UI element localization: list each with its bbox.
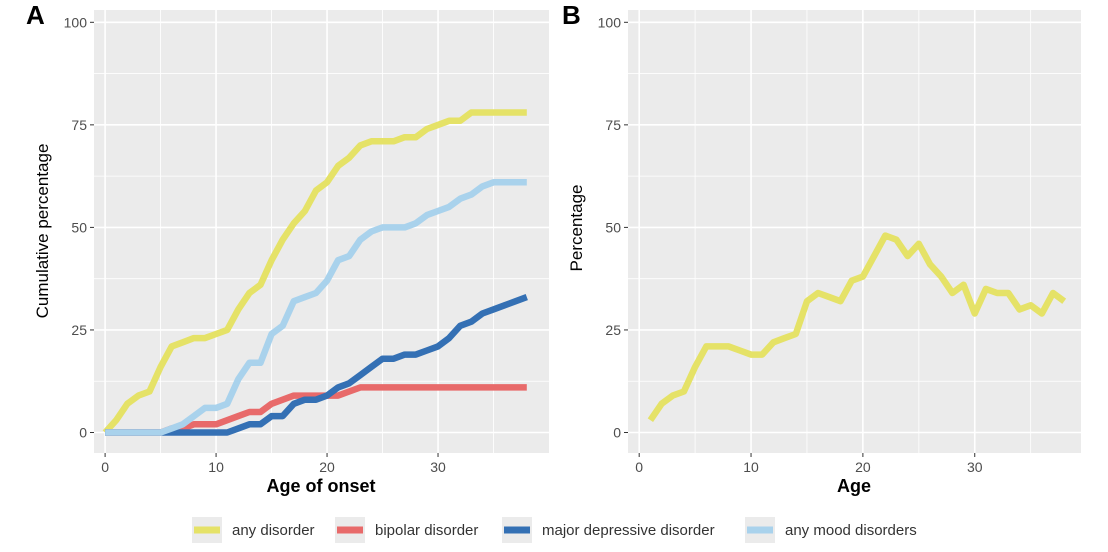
- panel-b-series: [647, 232, 1067, 423]
- x-tick-label: 30: [967, 459, 983, 475]
- panel-b: B 0 25 50 75 100 0 10 20 30 Age Percentage: [562, 0, 1081, 496]
- y-tick-label: 0: [613, 424, 621, 440]
- y-tick-label: 75: [605, 117, 621, 133]
- panel-b-axes: 0 25 50 75 100 0 10 20 30: [598, 14, 983, 475]
- x-tick-label: 0: [635, 459, 643, 475]
- x-tick-label: 0: [101, 459, 109, 475]
- y-tick-label: 50: [71, 219, 87, 235]
- panel-a-x-axis-title: Age of onset: [266, 476, 375, 496]
- x-tick-label: 20: [319, 459, 335, 475]
- legend-label: major depressive disorder: [542, 522, 715, 539]
- x-tick-label: 10: [743, 459, 759, 475]
- panel-a-plot-background: [94, 10, 549, 453]
- x-tick-label: 10: [208, 459, 224, 475]
- legend-label: bipolar disorder: [375, 522, 478, 539]
- y-tick-label: 0: [79, 424, 87, 440]
- panel-a-letter: A: [26, 0, 45, 30]
- x-tick-label: 30: [430, 459, 446, 475]
- y-tick-label: 100: [64, 14, 88, 30]
- panel-a: A 0 25 50 75 100 0 10 20 30 Age of onset Cumulat…: [26, 0, 549, 496]
- y-tick-label: 25: [605, 322, 621, 338]
- panel-a-axes: 0 25 50 75 100 0 10 20 30: [64, 14, 446, 475]
- series-line-any-disorder: [647, 232, 1067, 423]
- panel-b-x-axis-title: Age: [837, 476, 871, 496]
- legend-label: any disorder: [232, 522, 315, 539]
- series-line-major-depressive-disorder: [105, 294, 528, 436]
- series-line-any-mood-disorders: [105, 179, 527, 436]
- series-line-any-disorder: [102, 109, 527, 435]
- x-tick-label: 20: [855, 459, 871, 475]
- y-tick-label: 100: [598, 14, 622, 30]
- y-tick-label: 75: [71, 117, 87, 133]
- legend-label: any mood disorders: [785, 522, 917, 539]
- panel-b-letter: B: [562, 0, 581, 30]
- legend: any disorder bipolar disorder major depres…: [192, 517, 917, 543]
- y-tick-label: 25: [71, 322, 87, 338]
- panel-b-plot-background: [628, 10, 1081, 453]
- panel-b-y-axis-title: Percentage: [567, 185, 586, 272]
- panel-a-y-axis-title: Cumulative percentage: [33, 144, 52, 319]
- panel-a-series: [102, 109, 528, 436]
- y-tick-label: 50: [605, 219, 621, 235]
